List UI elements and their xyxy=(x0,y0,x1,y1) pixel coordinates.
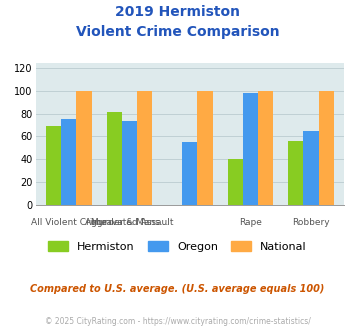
Bar xyxy=(122,120,137,205)
Text: © 2025 CityRating.com - https://www.cityrating.com/crime-statistics/: © 2025 CityRating.com - https://www.city… xyxy=(45,317,310,326)
Bar xyxy=(243,93,258,205)
Text: Violent Crime Comparison: Violent Crime Comparison xyxy=(76,25,279,39)
Text: Rape: Rape xyxy=(239,218,262,227)
Bar xyxy=(137,91,152,205)
Bar xyxy=(197,91,213,205)
Text: 2019 Hermiston: 2019 Hermiston xyxy=(115,5,240,19)
Bar xyxy=(228,159,243,205)
Text: Robbery: Robbery xyxy=(292,218,330,227)
Bar xyxy=(76,91,92,205)
Bar xyxy=(288,141,304,205)
Text: Murder & Mans...: Murder & Mans... xyxy=(91,218,168,227)
Bar xyxy=(304,131,319,205)
Text: Compared to U.S. average. (U.S. average equals 100): Compared to U.S. average. (U.S. average … xyxy=(30,284,325,294)
Text: All Violent Crime: All Violent Crime xyxy=(31,218,107,227)
Bar xyxy=(319,91,334,205)
Bar xyxy=(182,142,197,205)
Legend: Hermiston, Oregon, National: Hermiston, Oregon, National xyxy=(48,241,307,252)
Text: Aggravated Assault: Aggravated Assault xyxy=(85,218,174,227)
Bar xyxy=(46,126,61,205)
Bar xyxy=(258,91,273,205)
Bar xyxy=(106,112,122,205)
Bar xyxy=(61,119,76,205)
